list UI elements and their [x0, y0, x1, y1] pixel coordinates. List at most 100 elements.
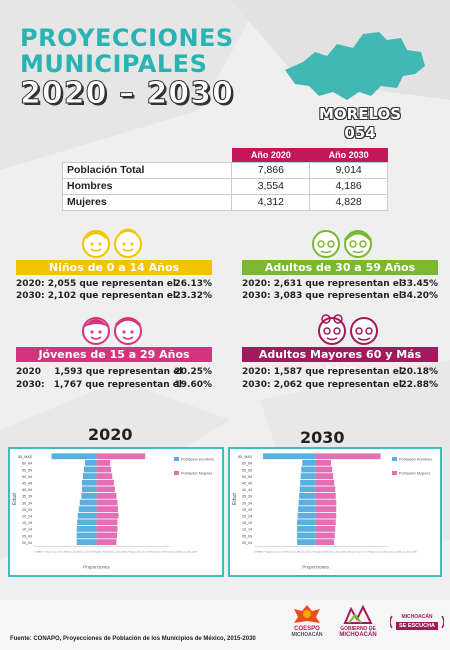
stat-percent: 23.32%	[174, 291, 213, 301]
stat-percent: 20.25%	[174, 367, 213, 377]
legend-women-label: Población Mujeres	[181, 472, 212, 476]
table-row: Mujeres 4,312 4,828	[61, 193, 388, 211]
adultos-2030: 2030: 3,083 que representan el 34.20%	[242, 291, 438, 301]
bar-women	[96, 532, 117, 539]
pyramid-xlabel: Proporciones	[83, 564, 110, 569]
pyramid-ylabel: Edad	[232, 493, 238, 505]
jovenes-banner: Jóvenes de 15 a 29 Años	[16, 347, 212, 362]
age-tick-label: 15_19	[242, 521, 252, 525]
mayores-2030: 2030: 2,062 que representan el 22.88%	[242, 380, 438, 390]
ninos-2020: 2020: 2,055 que representan el 26.13%	[16, 279, 212, 289]
stat-text: 2,062 que representan el	[273, 380, 402, 390]
bar-women	[96, 460, 111, 466]
legend-men-swatch	[174, 457, 179, 461]
municipality-map	[285, 32, 425, 100]
year-label: 2030:	[242, 380, 271, 390]
legend-women-label: Población Mujeres	[399, 472, 430, 476]
bar-men	[82, 473, 97, 479]
coespo-logo-sub: MICHOACÁN	[291, 632, 323, 638]
child-faces-icon	[82, 228, 142, 258]
age-tick-label: 30_34	[242, 501, 252, 505]
bar-men	[300, 473, 316, 479]
ninos-banner: Niños de 0 a 14 Años	[16, 260, 212, 275]
age-tick-label: 30_34	[22, 501, 32, 505]
value-2020: 4,312	[231, 193, 311, 211]
pyramid-2020-box: Edad 65_MAS 60_64 55_59 50_54 45_49 40_44 35_39…	[8, 447, 224, 577]
gobierno-logo-icon	[343, 605, 373, 624]
legend-men-swatch	[392, 457, 397, 461]
mayores-banner: Adultos Mayores 60 y Más Años	[242, 347, 438, 376]
age-tick-label: 40_44	[22, 488, 32, 492]
bar-women	[315, 466, 333, 473]
stat-percent: 26.13%	[174, 279, 213, 289]
bar-women	[315, 473, 334, 479]
age-tick-label: 45_49	[242, 482, 252, 486]
pyramid-source-note: CONAPO, Proyecciones de la Población de …	[34, 550, 198, 553]
age-tick-label: 35_39	[242, 495, 252, 499]
year-label: 2030:	[16, 380, 45, 390]
bar-women	[315, 519, 336, 526]
pyramid-2030-box: Edad 65_MAS 60_64 55_59 50_54 45_49 40_44 35_39…	[228, 447, 442, 577]
bar-women	[96, 486, 115, 493]
legend-women-swatch	[174, 471, 179, 475]
age-tick-label: 20_24	[242, 515, 252, 519]
year-label: 2020	[16, 367, 42, 377]
bar-women	[96, 512, 119, 519]
adult-faces-icon	[312, 230, 373, 258]
age-tick-label: 15_19	[22, 521, 32, 525]
age-tick-label: 50_54	[242, 475, 252, 479]
coespo-logo-text: COESPO	[294, 626, 320, 632]
se-escucha-logo-icon	[390, 615, 444, 630]
bar-men	[298, 499, 316, 506]
year-label: 2020:	[16, 279, 45, 289]
legend-men-label: Población Hombres	[399, 458, 432, 462]
bar-men	[300, 479, 316, 486]
se-escucha-logo-top: MICHOACÁN	[401, 614, 433, 620]
bar-men	[263, 453, 316, 460]
pyramid-2030-chart: Edad 65_MAS 60_64 55_59 50_54 45_49 40_44 35_39…	[232, 453, 432, 569]
table-row: Población Total 7,866 9,014	[61, 161, 388, 179]
age-tick-label: 55_59	[242, 468, 252, 472]
year-label: 2030:	[242, 291, 271, 301]
value-2020: 3,554	[231, 177, 311, 195]
value-2030: 4,186	[309, 177, 388, 195]
bar-men	[302, 460, 316, 466]
bar-men	[84, 466, 97, 473]
stat-percent: 34.20%	[400, 291, 439, 301]
pyramid-ylabel: Edad	[12, 493, 18, 505]
population-table: Año 2020 Año 2030 Población Total 7,866 …	[61, 148, 388, 211]
pyramid-source-note: CONAPO, Proyecciones de la Población de …	[254, 550, 418, 553]
year-label: 2020:	[242, 279, 271, 289]
se-escucha-logo-main: SE ESCUCHA	[398, 623, 436, 629]
stat-text: 2,055 que representan el	[47, 279, 176, 289]
bar-men	[297, 539, 316, 545]
age-tick-label: 25_29	[22, 508, 32, 512]
bar-men	[299, 486, 316, 493]
stat-percent: 20.18%	[400, 367, 439, 377]
bar-men	[77, 519, 97, 526]
bar-women	[315, 493, 336, 499]
age-tick-label: 65_MAS	[18, 455, 32, 459]
stat-text: 1,587 que representan el	[273, 367, 402, 377]
row-label: Mujeres	[61, 193, 233, 211]
bar-women	[96, 506, 119, 512]
value-2030: 4,828	[309, 193, 388, 211]
ninos-2030: 2030: 2,102 que representan el 23.32%	[16, 291, 212, 301]
age-tick-label: 65_MAS	[238, 455, 252, 459]
age-tick-label: 25_29	[242, 508, 252, 512]
bar-men	[81, 493, 97, 499]
age-tick-label: 60_64	[242, 462, 252, 466]
bar-men	[76, 539, 97, 545]
pyramid-2020-chart: Edad 65_MAS 60_64 55_59 50_54 45_49 40_44 35_39…	[12, 453, 214, 569]
bar-men	[76, 526, 97, 532]
jovenes-2030: 2030: 1,767 que representan el 19.60%	[16, 380, 212, 390]
bar-men	[297, 519, 316, 526]
stat-percent: 19.60%	[174, 380, 213, 390]
age-tick-label: 00_04	[22, 541, 32, 545]
age-tick-label: 40_44	[242, 488, 252, 492]
bar-women	[96, 519, 118, 526]
title-line-1: PROYECCIONES	[20, 24, 234, 52]
age-tick-label: 05_09	[242, 534, 252, 538]
stat-percent: 22.88%	[400, 380, 439, 390]
row-label: Hombres	[61, 177, 233, 195]
